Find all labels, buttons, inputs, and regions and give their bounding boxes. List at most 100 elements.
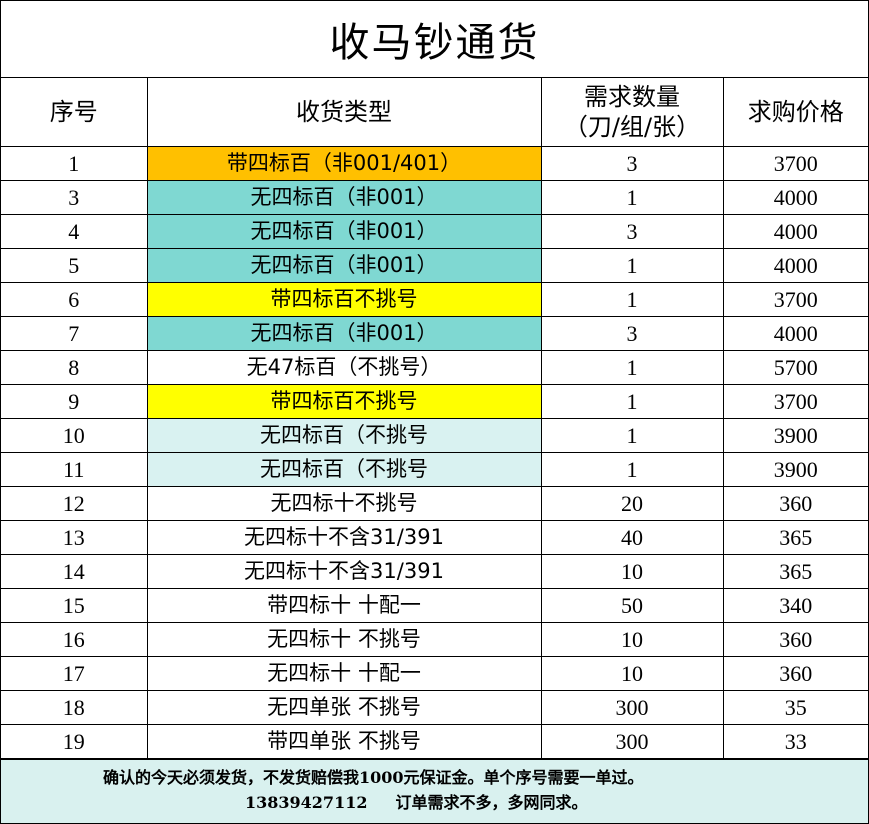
table-row: 6 带四标百不挑号 1 3700 xyxy=(1,282,868,317)
cell-qty: 50 xyxy=(540,588,724,623)
cell-type: 无四单张 不挑号 xyxy=(146,690,542,725)
table-row: 17 无四标十 十配一 10 360 xyxy=(1,656,868,691)
cell-seq: 1 xyxy=(1,146,148,181)
table-row: 3 无四标百（非001） 1 4000 xyxy=(1,180,868,215)
cell-qty: 1 xyxy=(540,384,724,419)
cell-seq: 17 xyxy=(1,656,148,691)
header-price: 求购价格 xyxy=(722,78,868,147)
cell-type: 无四标百（不挑号 xyxy=(146,452,542,487)
table-row: 7 无四标百（非001） 3 4000 xyxy=(1,316,868,351)
header-qty: 需求数量 （刀/组/张） xyxy=(540,78,724,147)
cell-qty: 1 xyxy=(540,180,724,215)
cell-qty: 1 xyxy=(540,282,724,317)
cell-type: 带四单张 不挑号 xyxy=(146,724,542,759)
cell-seq: 10 xyxy=(1,418,148,453)
cell-price: 4000 xyxy=(722,248,868,283)
cell-qty: 1 xyxy=(540,350,724,385)
cell-seq: 16 xyxy=(1,622,148,657)
cell-type: 无四标百（非001） xyxy=(146,214,542,249)
table-row: 8 无47标百（不挑号） 1 5700 xyxy=(1,350,868,385)
table-row: 4 无四标百（非001） 3 4000 xyxy=(1,214,868,249)
cell-qty: 20 xyxy=(540,486,724,521)
table-row: 10 无四标百（不挑号 1 3900 xyxy=(1,418,868,453)
cell-type: 带四标百不挑号 xyxy=(146,282,542,317)
table-body: 1 带四标百（非001/401） 3 3700 3 无四标百（非001） 1 4000 4 无四标… xyxy=(1,146,868,759)
header-type: 收货类型 xyxy=(146,78,542,147)
sheet-title: 收马钞通货 xyxy=(1,1,868,78)
cell-seq: 18 xyxy=(1,690,148,725)
cell-seq: 9 xyxy=(1,384,148,419)
cell-price: 35 xyxy=(722,690,868,725)
cell-qty: 3 xyxy=(540,146,724,181)
cell-type: 无四标十 十配一 xyxy=(146,656,542,691)
cell-type: 无四标十不挑号 xyxy=(146,486,542,521)
cell-type: 无四标十不含31/391 xyxy=(146,554,542,589)
table-row: 11 无四标百（不挑号 1 3900 xyxy=(1,452,868,487)
cell-price: 360 xyxy=(722,486,868,521)
cell-type: 带四标十 十配一 xyxy=(146,588,542,623)
table-row: 15 带四标十 十配一 50 340 xyxy=(1,588,868,623)
table-row: 13 无四标十不含31/391 40 365 xyxy=(1,520,868,555)
cell-qty: 3 xyxy=(540,316,724,351)
cell-price: 3700 xyxy=(722,146,868,181)
cell-seq: 15 xyxy=(1,588,148,623)
cell-qty: 40 xyxy=(540,520,724,555)
cell-type: 无47标百（不挑号） xyxy=(146,350,542,385)
table-row: 19 带四单张 不挑号 300 33 xyxy=(1,724,868,759)
table-row: 16 无四标十 不挑号 10 360 xyxy=(1,622,868,657)
table-row: 9 带四标百不挑号 1 3700 xyxy=(1,384,868,419)
header-seq: 序号 xyxy=(1,78,148,147)
cell-price: 4000 xyxy=(722,180,868,215)
cell-type: 无四标百（不挑号 xyxy=(146,418,542,453)
table-row: 14 无四标十不含31/391 10 365 xyxy=(1,554,868,589)
header-qty-line1: 需求数量 xyxy=(584,83,680,111)
cell-price: 340 xyxy=(722,588,868,623)
cell-price: 3900 xyxy=(722,418,868,453)
cell-price: 360 xyxy=(722,656,868,691)
cell-seq: 14 xyxy=(1,554,148,589)
purchase-table: 序号 收货类型 需求数量 （刀/组/张） 求购价格 1 带四标百（非001/401… xyxy=(1,78,868,759)
cell-price: 365 xyxy=(722,554,868,589)
cell-qty: 3 xyxy=(540,214,724,249)
table-row: 1 带四标百（非001/401） 3 3700 xyxy=(1,146,868,181)
cell-seq: 13 xyxy=(1,520,148,555)
cell-type: 无四标百（非001） xyxy=(146,180,542,215)
cell-price: 5700 xyxy=(722,350,868,385)
cell-type: 带四标百（非001/401） xyxy=(146,146,542,181)
cell-type: 无四标百（非001） xyxy=(146,248,542,283)
table-row: 5 无四标百（非001） 1 4000 xyxy=(1,248,868,283)
cell-seq: 6 xyxy=(1,282,148,317)
cell-seq: 12 xyxy=(1,486,148,521)
cell-price: 360 xyxy=(722,622,868,657)
cell-qty: 10 xyxy=(540,656,724,691)
cell-price: 33 xyxy=(722,724,868,759)
footer-line2-text: 订单需求不多，多网同求。 xyxy=(395,793,588,812)
cell-seq: 3 xyxy=(1,180,148,215)
cell-price: 4000 xyxy=(722,214,868,249)
footer-phone: 13839427112 xyxy=(245,793,368,812)
cell-price: 3900 xyxy=(722,452,868,487)
cell-seq: 7 xyxy=(1,316,148,351)
footer-line1: 确认的今天必须发货，不发货赔偿我1000元保证金。单个序号需要一单过。 xyxy=(103,768,644,787)
cell-seq: 19 xyxy=(1,724,148,759)
cell-seq: 5 xyxy=(1,248,148,283)
cell-qty: 10 xyxy=(540,622,724,657)
cell-qty: 1 xyxy=(540,418,724,453)
footer-line2: 13839427112 订单需求不多，多网同求。 xyxy=(1,790,868,816)
cell-qty: 300 xyxy=(540,690,724,725)
header-qty-line2: （刀/组/张） xyxy=(563,113,701,141)
footer-note: 确认的今天必须发货，不发货赔偿我1000元保证金。单个序号需要一单过。 1383… xyxy=(1,759,868,823)
cell-type: 无四标十不含31/391 xyxy=(146,520,542,555)
cell-seq: 8 xyxy=(1,350,148,385)
header-row: 序号 收货类型 需求数量 （刀/组/张） 求购价格 xyxy=(1,78,868,147)
cell-price: 3700 xyxy=(722,282,868,317)
cell-seq: 11 xyxy=(1,452,148,487)
cell-qty: 300 xyxy=(540,724,724,759)
cell-type: 无四标百（非001） xyxy=(146,316,542,351)
table-row: 18 无四单张 不挑号 300 35 xyxy=(1,690,868,725)
cell-qty: 1 xyxy=(540,452,724,487)
cell-qty: 1 xyxy=(540,248,724,283)
table-row: 12 无四标十不挑号 20 360 xyxy=(1,486,868,521)
cell-seq: 4 xyxy=(1,214,148,249)
